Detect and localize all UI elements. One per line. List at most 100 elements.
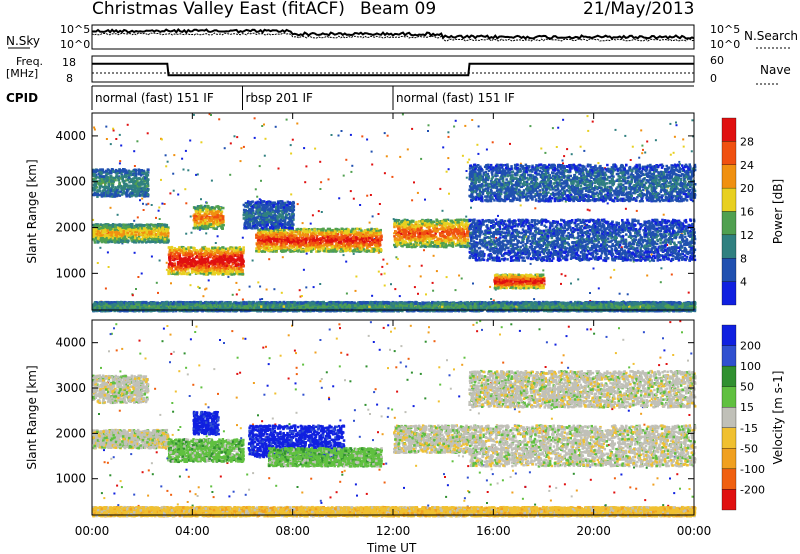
echo-cell <box>127 239 130 243</box>
echo-cell <box>176 269 180 272</box>
echo-cell <box>327 230 331 234</box>
echo-cell <box>116 223 119 227</box>
echo-cell <box>149 236 152 240</box>
scatter-dot <box>447 135 450 138</box>
echo-cell <box>147 237 150 241</box>
echo-cell <box>105 175 109 179</box>
echo-cell <box>100 175 104 178</box>
echo-cell <box>209 255 212 258</box>
echo-cell <box>102 235 106 239</box>
echo-cell <box>362 235 365 238</box>
echo-cell <box>212 270 215 273</box>
echo-cell <box>126 178 130 181</box>
echo-cell <box>240 256 243 260</box>
echo-cell <box>133 236 137 240</box>
echo-cell <box>119 190 122 193</box>
echo-cell <box>164 228 168 231</box>
scatter-dot <box>468 158 471 161</box>
scatter-dot <box>229 142 232 145</box>
scatter-dot <box>417 292 419 295</box>
echo-cell <box>199 255 202 259</box>
echo-cell <box>126 193 129 197</box>
echo-cell <box>117 185 121 189</box>
scatter-dot <box>260 179 262 182</box>
echo-cell <box>190 271 194 274</box>
echo-cell <box>214 213 217 217</box>
scatter-dot <box>192 113 195 116</box>
echo-cell <box>242 265 245 268</box>
scatter-dot <box>395 256 398 259</box>
echo-cell <box>134 230 137 233</box>
echo-cell <box>227 266 230 269</box>
echo-cell <box>187 268 190 271</box>
scatter-dot <box>107 266 110 268</box>
echo-cell <box>215 270 219 273</box>
scatter-dot <box>208 113 211 116</box>
echo-cell <box>102 225 106 228</box>
scatter-dot <box>263 154 266 157</box>
echo-cell <box>120 229 124 232</box>
echo-cell <box>135 230 139 234</box>
scatter-dot <box>258 165 261 168</box>
echo-cell <box>206 208 209 212</box>
echo-cell <box>146 225 150 229</box>
echo-cell <box>239 248 242 251</box>
echo-cell <box>127 225 130 228</box>
echo-cell <box>106 226 110 230</box>
scatter-dot <box>583 149 586 152</box>
echo-cell <box>224 255 228 259</box>
echo-cell <box>216 218 219 221</box>
echo-cell <box>202 253 205 257</box>
cpid-segment-label: normal (fast) 151 IF <box>396 91 515 105</box>
scatter-dot <box>383 284 386 287</box>
echo-cell <box>167 232 170 235</box>
echo-cell <box>169 267 173 270</box>
echo-cell <box>189 259 192 262</box>
echo-cell <box>202 214 205 217</box>
echo-cell <box>125 239 129 243</box>
scatter-dot <box>609 276 612 279</box>
echo-cell <box>135 170 138 173</box>
echo-cell <box>130 193 134 196</box>
echo-cell <box>170 262 173 265</box>
scatter-dot <box>588 209 591 212</box>
echo-cell <box>241 269 244 272</box>
scatter-dot <box>319 283 322 285</box>
echo-cell <box>230 256 233 259</box>
echo-cell <box>275 242 279 246</box>
scatter-dot <box>439 187 442 190</box>
scatter-dot <box>470 206 472 209</box>
echo-cell <box>109 226 112 229</box>
echo-cell <box>108 187 111 190</box>
echo-cell <box>200 266 203 269</box>
scatter-dot <box>177 193 180 196</box>
echo-cell <box>104 171 107 174</box>
scatter-dot <box>172 189 175 192</box>
scatter-dot <box>166 160 169 163</box>
scatter-dot <box>551 168 554 171</box>
scatter-dot <box>158 218 161 220</box>
echo-cell <box>296 247 299 250</box>
echo-cell <box>210 259 214 263</box>
echo-cell <box>319 238 322 241</box>
echo-cell <box>179 264 183 267</box>
echo-cell <box>167 246 171 249</box>
scatter-dot <box>277 167 280 170</box>
echo-cell <box>170 264 174 267</box>
scatter-dot <box>184 149 187 152</box>
scatter-dot <box>646 140 649 143</box>
nsearch-series-line <box>91 32 695 42</box>
scatter-dot <box>93 126 96 129</box>
echo-cell <box>95 170 98 174</box>
echo-cell <box>214 227 217 230</box>
echo-cell <box>378 244 382 247</box>
scatter-dot <box>371 294 374 297</box>
echo-cell <box>113 228 117 231</box>
echo-cell <box>200 247 204 251</box>
echo-cell <box>196 271 200 275</box>
echo-cell <box>115 174 118 177</box>
scatter-dot <box>631 145 634 148</box>
echo-cell <box>138 185 142 189</box>
echo-cell <box>152 238 156 242</box>
echo-cell <box>120 185 124 188</box>
